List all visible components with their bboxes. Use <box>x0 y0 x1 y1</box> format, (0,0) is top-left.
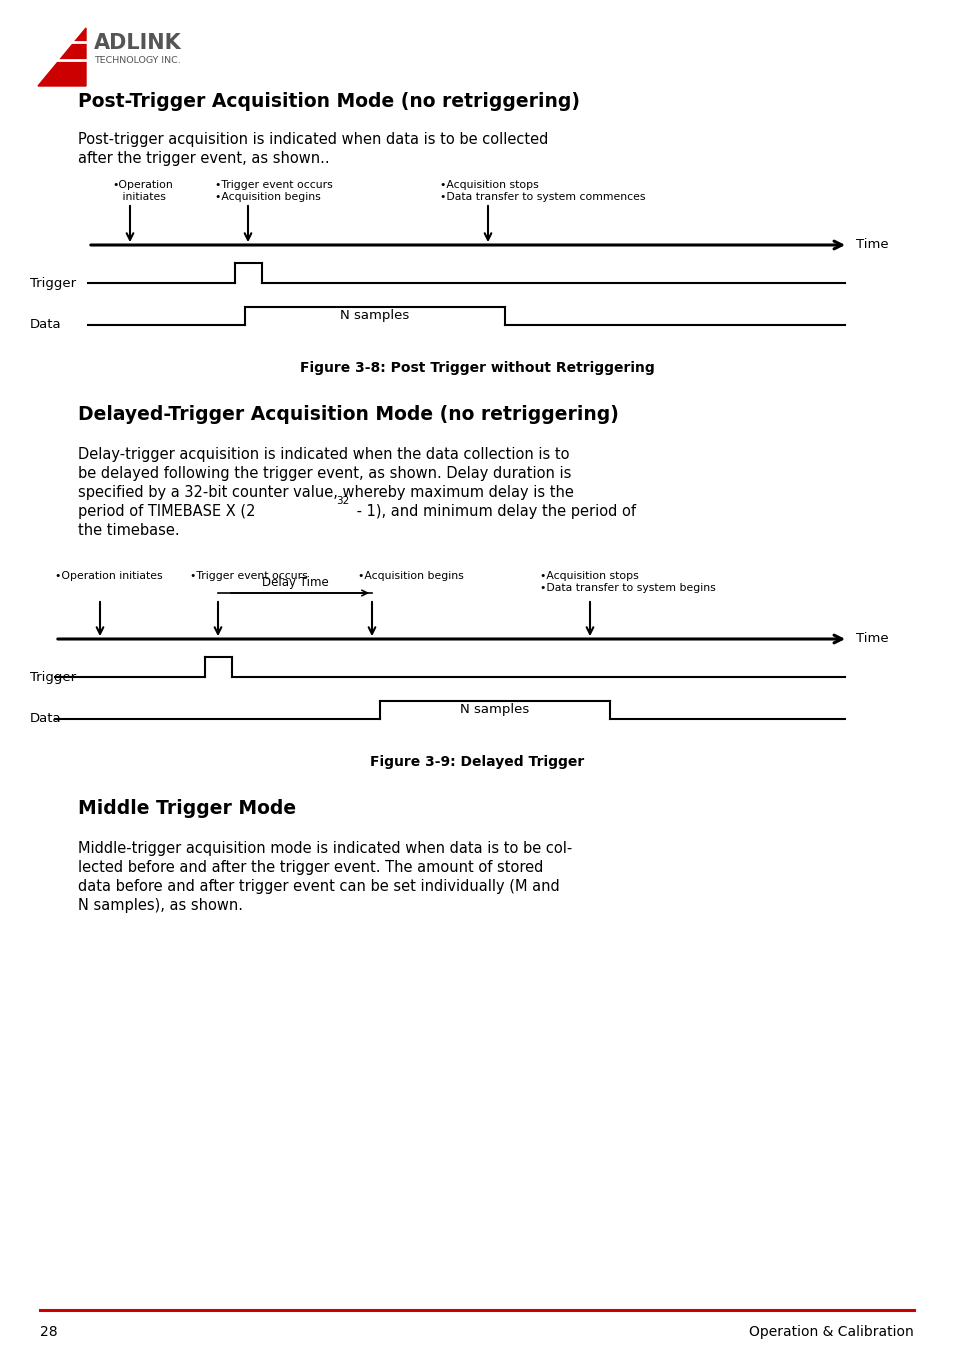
Text: •Acquisition begins: •Acquisition begins <box>357 571 463 581</box>
Text: Time: Time <box>855 238 887 250</box>
Text: Figure 3-8: Post Trigger without Retriggering: Figure 3-8: Post Trigger without Retrigg… <box>299 361 654 375</box>
Text: Middle-trigger acquisition mode is indicated when data is to be col-: Middle-trigger acquisition mode is indic… <box>78 841 572 856</box>
Text: TECHNOLOGY INC.: TECHNOLOGY INC. <box>94 55 180 65</box>
Text: Time: Time <box>855 631 887 645</box>
Text: period of TIMEBASE X (2: period of TIMEBASE X (2 <box>78 504 255 519</box>
Text: Operation & Calibration: Operation & Calibration <box>748 1325 913 1338</box>
Text: the timebase.: the timebase. <box>78 523 179 538</box>
Text: •Acquisition stops
•Data transfer to system commences: •Acquisition stops •Data transfer to sys… <box>439 180 645 201</box>
Text: •Trigger event occurs: •Trigger event occurs <box>190 571 308 581</box>
Text: 32: 32 <box>335 496 349 506</box>
Text: Middle Trigger Mode: Middle Trigger Mode <box>78 799 295 818</box>
Text: be delayed following the trigger event, as shown. Delay duration is: be delayed following the trigger event, … <box>78 466 571 481</box>
Polygon shape <box>38 28 86 87</box>
Text: N samples: N samples <box>460 703 529 717</box>
Text: •Operation
   initiates: •Operation initiates <box>112 180 172 201</box>
Text: Trigger: Trigger <box>30 671 76 684</box>
Text: specified by a 32-bit counter value, whereby maximum delay is the: specified by a 32-bit counter value, whe… <box>78 485 574 500</box>
Text: Delay-trigger acquisition is indicated when the data collection is to: Delay-trigger acquisition is indicated w… <box>78 448 569 462</box>
Text: Post-Trigger Acquisition Mode (no retriggering): Post-Trigger Acquisition Mode (no retrig… <box>78 92 579 111</box>
Text: ADLINK: ADLINK <box>94 32 182 53</box>
Text: Delayed-Trigger Acquisition Mode (no retriggering): Delayed-Trigger Acquisition Mode (no ret… <box>78 406 618 425</box>
Text: after the trigger event, as shown..: after the trigger event, as shown.. <box>78 151 330 166</box>
Text: lected before and after the trigger event. The amount of stored: lected before and after the trigger even… <box>78 860 543 875</box>
Text: •Operation initiates: •Operation initiates <box>55 571 162 581</box>
Text: Data: Data <box>30 319 62 331</box>
Text: Figure 3-9: Delayed Trigger: Figure 3-9: Delayed Trigger <box>370 754 583 769</box>
Text: N samples), as shown.: N samples), as shown. <box>78 898 243 913</box>
Text: 28: 28 <box>40 1325 57 1338</box>
Text: Post-trigger acquisition is indicated when data is to be collected: Post-trigger acquisition is indicated wh… <box>78 132 548 147</box>
Text: Data: Data <box>30 713 62 726</box>
Text: N samples: N samples <box>340 310 409 323</box>
Text: data before and after trigger event can be set individually (M and: data before and after trigger event can … <box>78 879 559 894</box>
Text: •Acquisition stops
•Data transfer to system begins: •Acquisition stops •Data transfer to sys… <box>539 571 715 592</box>
Text: Delay Time: Delay Time <box>261 576 328 589</box>
Text: - 1), and minimum delay the period of: - 1), and minimum delay the period of <box>352 504 636 519</box>
Text: •Trigger event occurs
•Acquisition begins: •Trigger event occurs •Acquisition begin… <box>214 180 333 201</box>
Text: Trigger: Trigger <box>30 277 76 289</box>
